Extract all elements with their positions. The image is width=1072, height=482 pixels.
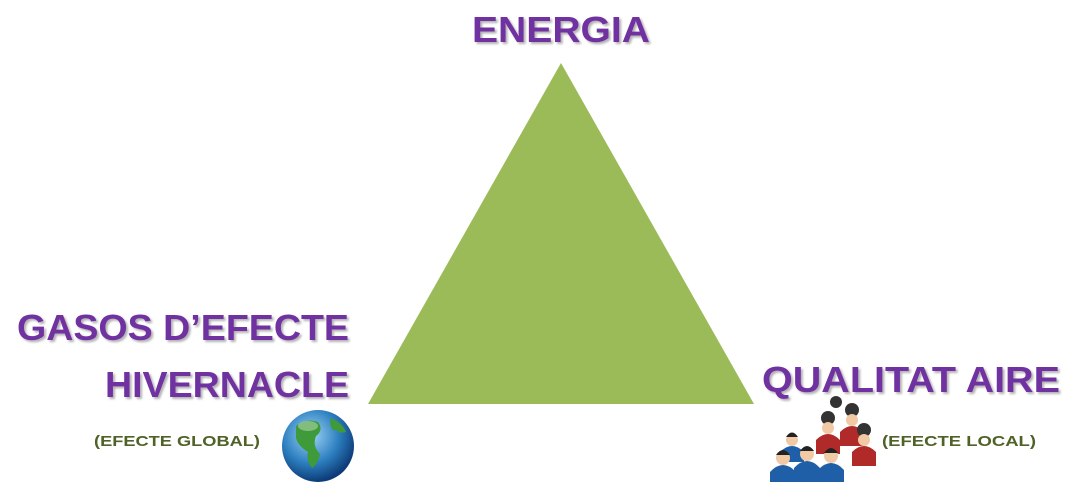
- left-note: (EFECTE GLOBAL): [94, 433, 260, 450]
- left-label-line: GASOS D’EFECTE: [17, 307, 349, 348]
- diagram: ENERGIA GASOS D’EFECTE HIVERNACLE (EFECT…: [0, 0, 1072, 482]
- people-icon: [770, 396, 876, 482]
- right-note: (EFECTE LOCAL): [882, 433, 1036, 450]
- top-label: ENERGIA: [472, 9, 650, 50]
- triangle: [368, 63, 754, 404]
- right-label: QUALITAT AIRE: [762, 359, 1060, 400]
- globe-icon: [282, 410, 354, 482]
- left-label-line: HIVERNACLE: [105, 364, 349, 405]
